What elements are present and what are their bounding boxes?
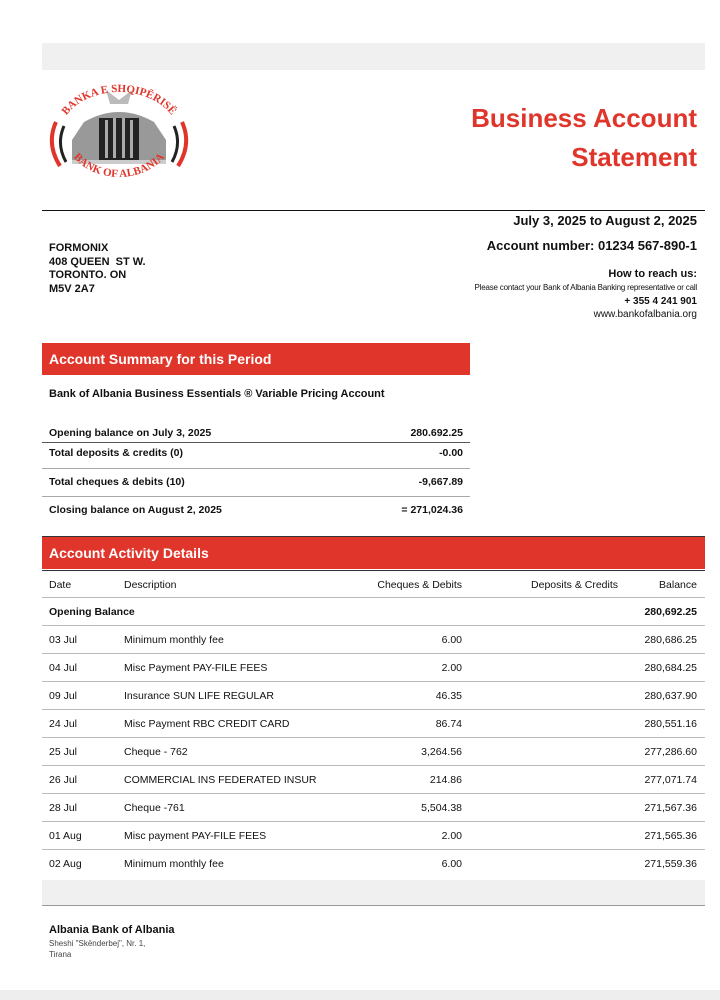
cell-debit: 2.00	[441, 662, 462, 674]
divider	[42, 210, 705, 211]
cell-balance: 271,565.36	[644, 830, 697, 842]
cell-desc: Misc Payment RBC CREDIT CARD	[124, 718, 290, 730]
footer-bank-name: Albania Bank of Albania	[49, 924, 175, 936]
cell-balance: 277,071.74	[644, 774, 697, 786]
cell-balance: 271,559.36	[644, 858, 697, 870]
cell-debit: 6.00	[441, 634, 462, 646]
cell-balance: 280,637.90	[644, 690, 697, 702]
customer-postal: M5V 2A7	[49, 282, 95, 295]
cell-balance: 280,684.25	[644, 662, 697, 674]
summary-row-debits: Total cheques & debits (10) -9,667.89	[42, 469, 470, 497]
cell-debit: 2.00	[441, 830, 462, 842]
cell-balance: 271,567.36	[644, 802, 697, 814]
cell-desc: Misc Payment PAY-FILE FEES	[124, 662, 268, 674]
transaction-row: 26 Jul COMMERCIAL INS FEDERATED INSUR 214.…	[42, 766, 705, 794]
cell-date: 04 Jul	[49, 662, 78, 674]
cell-date: 01 Aug	[49, 830, 82, 842]
title-line-1: Business Account	[471, 103, 697, 133]
transaction-row: 28 Jul Cheque -761 5,504.38 271,567.36	[42, 794, 705, 822]
summary-row-deposits: Total deposits & credits (0) -0.00	[42, 443, 470, 469]
cell-date: 28 Jul	[49, 802, 78, 814]
reach-text: Please contact your Bank of Albania Bank…	[474, 283, 698, 292]
transaction-row: 09 Jul Insurance SUN LIFE REGULAR 46.35 280…	[42, 682, 705, 710]
reach-title: How to reach us:	[608, 268, 697, 280]
phone: + 355 4 241 901	[624, 296, 697, 307]
cell-date: 03 Jul	[49, 634, 78, 646]
customer-address-line1: 408 QUEEN ST W.	[49, 255, 146, 268]
account-number: Account number: 01234 567-890-1	[486, 238, 697, 253]
bottom-strip	[0, 990, 720, 1000]
transaction-row: 01 Aug Misc payment PAY-FILE FEES 2.00 271,…	[42, 822, 705, 850]
website-link[interactable]: www.bankofalbania.org	[593, 309, 697, 320]
cell-desc: Cheque -761	[124, 802, 185, 814]
transaction-row: 25 Jul Cheque - 762 3,264.56 277,286.60	[42, 738, 705, 766]
footer-bar	[42, 880, 705, 906]
title-line-2: Statement	[571, 142, 697, 172]
cell-desc: Cheque - 762	[124, 746, 188, 758]
cell-balance: 277,286.60	[644, 746, 697, 758]
cell-desc: Minimum monthly fee	[124, 858, 224, 870]
activity-heading: Account Activity Details	[42, 537, 705, 569]
top-bar	[42, 43, 705, 70]
transaction-row: 02 Aug Minimum monthly fee 6.00 271,559.36	[42, 850, 705, 878]
customer-name: FORMONIX	[49, 242, 109, 254]
customer-address: FORMONIX 408 QUEEN ST W. TORONTO. ON M5V…	[49, 242, 146, 296]
customer-address-line2: TORONTO. ON	[49, 269, 127, 281]
cell-debit: 46.35	[435, 690, 462, 702]
summary-row-opening: Opening balance on July 3, 2025 280.692.2…	[42, 423, 470, 443]
summary-heading: Account Summary for this Period	[42, 343, 470, 375]
cell-debit: 214.86	[429, 774, 462, 786]
cell-desc: COMMERCIAL INS FEDERATED INSUR	[124, 774, 317, 786]
cell-date: 24 Jul	[49, 718, 78, 730]
cell-debit: 3,264.56	[421, 746, 462, 758]
opening-balance-row: Opening Balance 280,692.25	[42, 598, 705, 626]
cell-date: 25 Jul	[49, 746, 78, 758]
statement-period: July 3, 2025 to August 2, 2025	[513, 213, 697, 228]
transaction-row: 04 Jul Misc Payment PAY-FILE FEES 2.00 280,…	[42, 654, 705, 682]
summary-row-closing: Closing balance on August 2, 2025 = 271,0…	[49, 504, 463, 516]
cell-date: 09 Jul	[49, 690, 78, 702]
cell-date: 02 Aug	[49, 858, 82, 870]
transaction-row: 03 Jul Minimum monthly fee 6.00 280,686.25	[42, 626, 705, 654]
cell-desc: Misc payment PAY-FILE FEES	[124, 830, 267, 842]
cell-desc: Minimum monthly fee	[124, 634, 224, 646]
summary-account-name: Bank of Albania Business Essentials ® Va…	[49, 388, 385, 400]
cell-debit: 6.00	[441, 858, 462, 870]
cell-debit: 86.74	[435, 718, 462, 730]
cell-balance: 280,686.25	[644, 634, 697, 646]
cell-balance: 280,551.16	[644, 718, 697, 730]
cell-date: 26 Jul	[49, 774, 78, 786]
footer-address: Sheshi "Skënderbej", Nr. 1, Tirana	[49, 939, 146, 959]
bank-logo: BANKA E SHQIPËRISË BANK OF ALBANIA	[49, 83, 189, 180]
transaction-row: 24 Jul Misc Payment RBC CREDIT CARD 86.74 2…	[42, 710, 705, 738]
activity-table-header: Date Description Cheques & Debits Deposits …	[42, 570, 705, 598]
cell-debit: 5,504.38	[421, 802, 462, 814]
cell-desc: Insurance SUN LIFE REGULAR	[124, 690, 274, 702]
